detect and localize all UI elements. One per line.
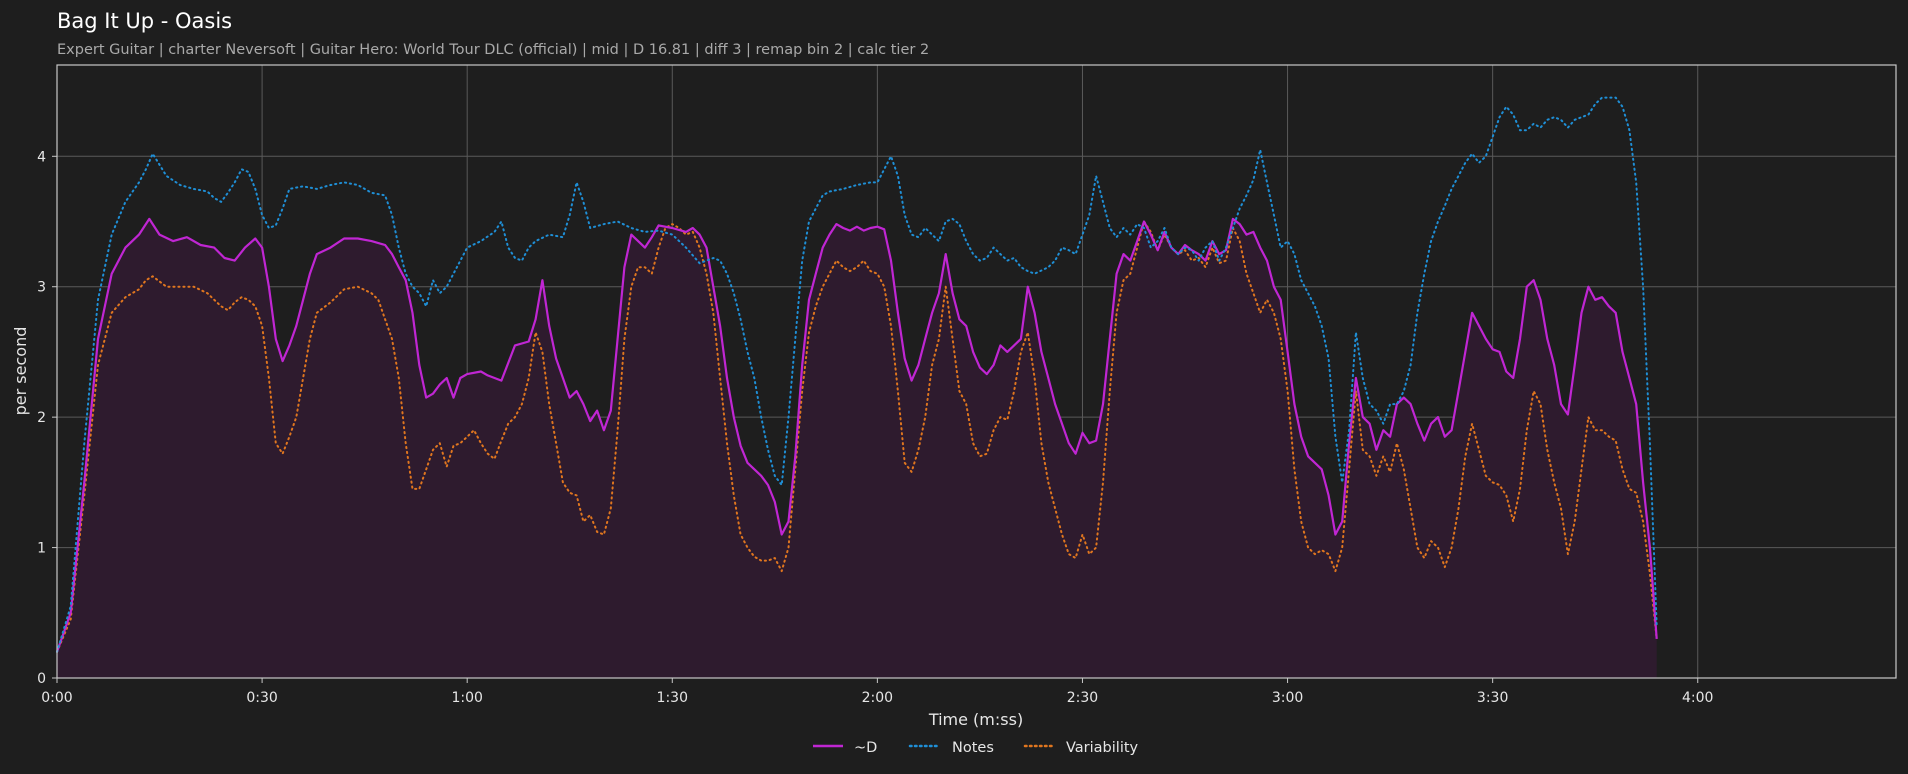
y-tick-label: 4 xyxy=(37,149,46,165)
x-tick-label: 0:00 xyxy=(41,690,72,706)
y-tick-label: 3 xyxy=(37,280,46,296)
chart-subtitle: Expert Guitar | charter Neversoft | Guit… xyxy=(57,42,929,58)
y-tick-label: 2 xyxy=(37,410,46,426)
x-tick-label: 3:00 xyxy=(1272,690,1303,706)
plot-frame xyxy=(56,64,1897,679)
series-lines xyxy=(55,96,1658,653)
x-tick-label: 2:00 xyxy=(862,690,893,706)
x-tick-label: 4:00 xyxy=(1682,690,1713,706)
series-area-0 xyxy=(57,218,1657,678)
tick-labels: 0:00 0:30 1:00 1:30 2:00 2:30 3:00 3:30 4:00 0 1 2 3… xyxy=(37,149,1713,706)
legend-label-variability: Variability xyxy=(1066,740,1139,756)
y-axis-label: per second xyxy=(11,327,30,416)
series-line-1 xyxy=(56,96,1658,653)
x-tick-label: 1:30 xyxy=(657,690,688,706)
x-tick-label: 1:00 xyxy=(451,690,482,706)
y-tick-label: 0 xyxy=(37,671,46,687)
series-line-0 xyxy=(55,217,1658,653)
x-axis-label: Time (m:ss) xyxy=(928,710,1023,729)
series-line-2 xyxy=(56,220,1658,653)
x-tick-label: 2:30 xyxy=(1067,690,1098,706)
x-tick-label: 3:30 xyxy=(1477,690,1508,706)
legend-label-notes: Notes xyxy=(952,740,994,756)
x-tick-label: 0:30 xyxy=(246,690,277,706)
area-fill xyxy=(57,218,1657,678)
y-tick-label: 1 xyxy=(37,541,46,557)
chart-title: Bag It Up - Oasis xyxy=(57,9,232,33)
legend-label-d: ~D xyxy=(854,740,877,756)
legend: ~D Notes Variability xyxy=(813,740,1139,756)
